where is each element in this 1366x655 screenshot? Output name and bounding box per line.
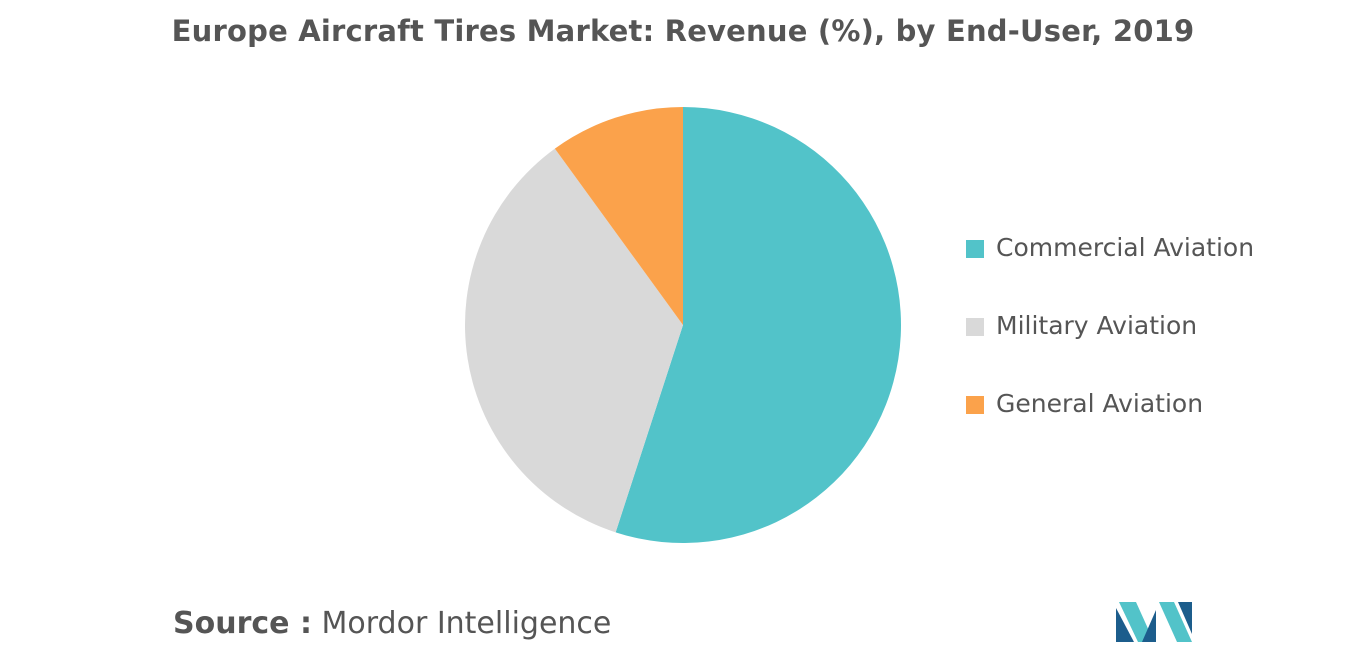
legend: Commercial Aviation Military Aviation Ge… [966,230,1254,464]
mordor-intelligence-logo-icon [1116,602,1192,642]
source-attribution: Source : Mordor Intelligence [173,606,611,641]
pie-slice-military-aviation [464,148,683,533]
pie-slice-general-aviation [554,107,683,325]
legend-item-commercial-aviation: Commercial Aviation [966,230,1254,308]
source-text: Mordor Intelligence [321,606,612,641]
chart-title: Europe Aircraft Tires Market: Revenue (%… [171,14,1195,48]
pie-svg [464,107,901,543]
legend-label-general-aviation: General Aviation [996,389,1204,418]
legend-item-general-aviation: General Aviation [966,386,1254,464]
legend-item-military-aviation: Military Aviation [966,308,1254,386]
legend-swatch-commercial-aviation [966,240,984,258]
pie-chart [440,88,926,574]
legend-swatch-military-aviation [966,318,984,336]
legend-label-commercial-aviation: Commercial Aviation [996,233,1255,262]
legend-label-military-aviation: Military Aviation [996,311,1198,340]
source-label: Source : [173,606,312,641]
legend-swatch-general-aviation [966,396,984,414]
pie-slice-commercial-aviation [615,107,901,543]
